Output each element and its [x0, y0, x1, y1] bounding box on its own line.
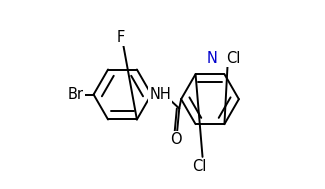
Text: NH: NH	[149, 87, 171, 102]
Text: O: O	[170, 132, 182, 147]
Text: Cl: Cl	[192, 159, 206, 174]
Text: F: F	[116, 30, 125, 45]
Text: N: N	[206, 51, 217, 66]
Text: Br: Br	[67, 87, 83, 102]
Text: Cl: Cl	[226, 51, 240, 66]
